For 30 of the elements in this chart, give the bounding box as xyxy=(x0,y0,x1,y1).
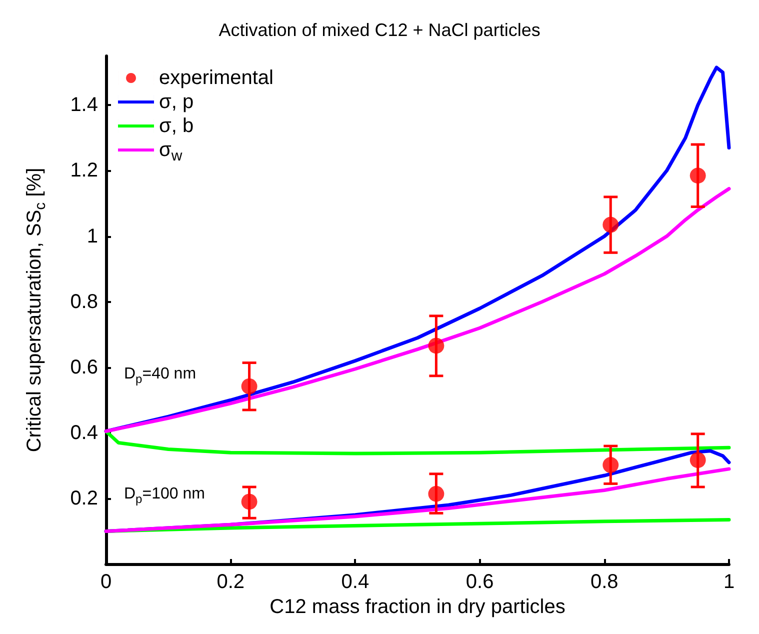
point xyxy=(241,494,258,510)
x-tick-label: 1 xyxy=(723,571,735,593)
point xyxy=(241,378,258,394)
y-tick-label: 0.2 xyxy=(70,487,98,510)
line-series xyxy=(104,186,731,434)
y-tick-label: 0.8 xyxy=(70,290,98,313)
point xyxy=(690,452,706,468)
y-tick-label: 0.6 xyxy=(70,356,98,378)
legend-label: σ, b xyxy=(159,115,194,137)
y-tick-label: 0.4 xyxy=(70,422,98,444)
legend-label: σ, p xyxy=(159,91,194,113)
y-tick-label: 1.2 xyxy=(70,160,98,182)
chart-title: Activation of mixed C12 + NaCl particles xyxy=(218,20,540,40)
x-tick-label: 0.2 xyxy=(216,571,245,593)
point xyxy=(602,457,619,474)
point xyxy=(428,486,444,502)
line-series xyxy=(104,467,731,533)
x-tick-label: 0.4 xyxy=(341,571,370,593)
x-tick-label: 0 xyxy=(100,571,112,593)
point xyxy=(690,168,706,184)
point xyxy=(428,338,444,354)
y-tick-label: 1.4 xyxy=(70,94,98,116)
line-series xyxy=(104,430,731,456)
x-tick-label: 0.6 xyxy=(466,571,494,593)
x-axis-title: C12 mass fraction in dry particles xyxy=(270,596,566,618)
x-tick-label: 0.8 xyxy=(590,571,618,593)
legend-label: experimental xyxy=(159,67,274,89)
point xyxy=(602,216,619,233)
y-tick-label: 1 xyxy=(86,225,98,248)
y-axis-title: Critical supersaturation, SSc [%] xyxy=(24,168,49,452)
